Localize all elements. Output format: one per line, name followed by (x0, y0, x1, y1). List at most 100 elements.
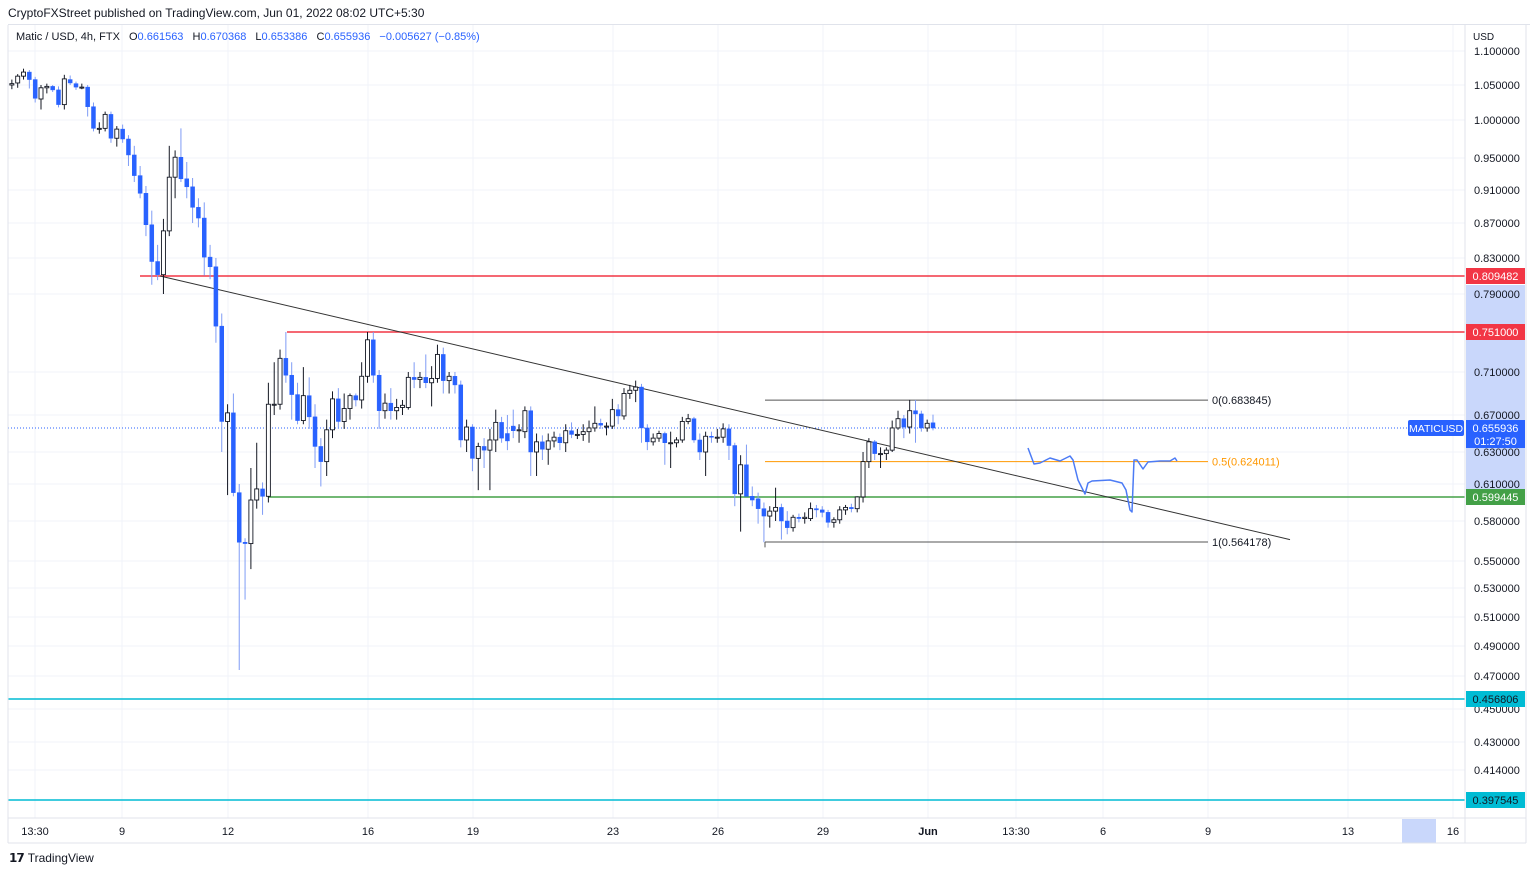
candle-body (312, 416, 318, 447)
candle-body (347, 395, 353, 409)
fib-level-label: 0(0.683845) (1212, 395, 1271, 407)
candle-down (202, 202, 207, 276)
candle-body (184, 178, 190, 188)
level-price-label: 0.456806 (1473, 694, 1519, 706)
candle-body (295, 394, 300, 421)
candle-body (761, 508, 767, 517)
candle-body (574, 433, 580, 436)
price-tick-label: 0.630000 (1474, 447, 1520, 459)
candle-body (50, 86, 55, 91)
candle-body (580, 431, 586, 435)
candle-body (493, 421, 499, 441)
candle-body (260, 488, 265, 497)
candle-body (120, 128, 125, 140)
time-tick-label: 13:30 (1002, 826, 1030, 838)
price-tick-label: 0.910000 (1474, 185, 1520, 197)
candle-body (674, 439, 679, 444)
candle-down (242, 538, 248, 600)
candle-down (289, 362, 294, 420)
candle-up (604, 422, 609, 436)
candle-down (184, 162, 190, 199)
candle-up (225, 404, 231, 496)
candle-down (190, 178, 195, 223)
candle-down (143, 186, 149, 237)
header-divider (8, 24, 1530, 25)
tradingview-footer[interactable]: 𝟭𝟳 TradingView (9, 851, 94, 865)
fib-level-label: 1(0.564178) (1212, 537, 1271, 549)
candle-body (551, 436, 557, 442)
candle-down (470, 424, 475, 472)
price-axis-highlight (1466, 285, 1525, 505)
projection-curve[interactable] (1027, 447, 1178, 513)
candle-down (540, 435, 545, 460)
price-tick-label: 0.530000 (1474, 583, 1520, 595)
time-tick-label: 16 (1447, 826, 1459, 838)
candle-body (773, 506, 779, 512)
candle-body (697, 439, 703, 453)
candle-body (744, 464, 749, 497)
candle-body (522, 410, 528, 433)
candle-up (545, 433, 551, 465)
candle-down (283, 332, 289, 383)
time-tick-label: 29 (817, 826, 829, 838)
candle-body (137, 175, 143, 194)
candle-down (231, 393, 236, 497)
candle-body (464, 426, 470, 441)
candle-down (67, 75, 73, 85)
candle-body (126, 138, 131, 156)
candle-up (114, 126, 120, 147)
candle-body (913, 410, 918, 415)
time-tick-label: 26 (712, 826, 724, 838)
candle-up (592, 406, 598, 432)
candle-body (435, 353, 440, 379)
price-tick-label: 0.610000 (1474, 479, 1520, 491)
candle-up (365, 332, 370, 383)
descending-trendline[interactable] (159, 275, 1291, 541)
time-axis-highlight (1402, 819, 1436, 843)
candle-up (790, 514, 796, 532)
candle-down (441, 347, 446, 394)
candle-down (336, 388, 341, 429)
candle-body (650, 437, 656, 443)
projection-path[interactable] (1027, 447, 1178, 513)
candle-down (557, 433, 563, 451)
symbol-label[interactable]: Matic / USD, 4h, FTX (16, 31, 120, 43)
candle-up (382, 393, 388, 419)
candle-up (429, 366, 435, 407)
ohlc-legend: Matic / USD, 4h, FTX O0.661563 H0.670368… (16, 31, 480, 43)
candle-body (382, 402, 388, 412)
time-tick-label: 13 (1342, 826, 1354, 838)
candle-up (878, 447, 883, 468)
candle-body (102, 113, 108, 129)
candle-up (895, 410, 901, 430)
candle-up (300, 367, 306, 425)
candle-down (56, 86, 61, 108)
price-tick-label: 1.050000 (1474, 80, 1520, 92)
tradingview-logo-icon: 𝟭𝟳 (9, 851, 25, 865)
candle-down (697, 433, 703, 460)
candle-up (656, 430, 662, 442)
candle-body (38, 87, 44, 100)
candle-up (400, 399, 405, 415)
candle-up (79, 83, 85, 90)
currency-label: USD (1473, 32, 1494, 43)
candle-up (551, 431, 557, 448)
candle-body (196, 207, 201, 219)
candle-up (609, 398, 615, 429)
candle-down (919, 410, 924, 432)
fibonacci-retracement[interactable]: 0(0.683845) 0.5(0.624011) 1(0.564178) (764, 395, 1280, 549)
trendline[interactable] (159, 275, 1291, 541)
candle-down (91, 102, 96, 132)
candle-down (295, 382, 300, 425)
candle-body (819, 509, 825, 513)
candle-down (312, 404, 318, 468)
candle-body (423, 377, 429, 383)
candle-down (236, 484, 242, 670)
candle-up (61, 74, 67, 110)
candle-down (85, 85, 90, 117)
candle-down (785, 511, 790, 535)
price-tick-label: 0.580000 (1474, 516, 1520, 528)
candle-down (744, 444, 749, 497)
candle-body (545, 440, 551, 450)
